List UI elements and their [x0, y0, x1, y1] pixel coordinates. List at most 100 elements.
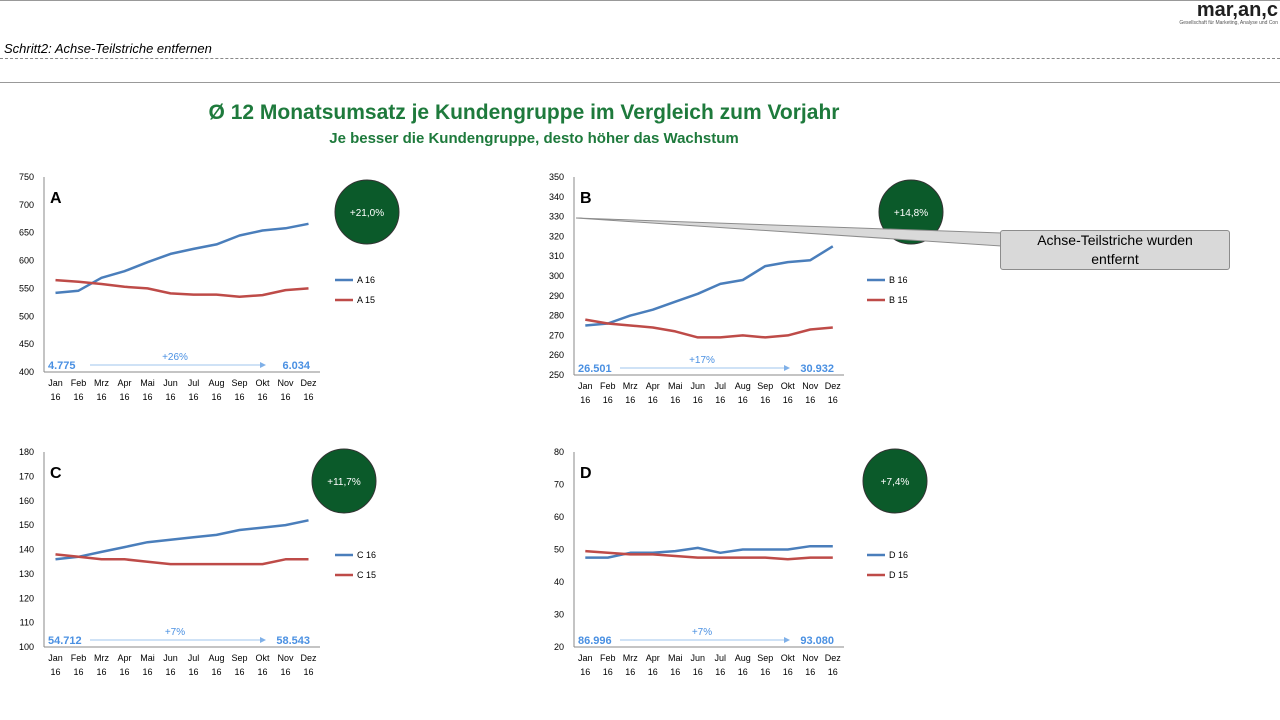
y-tick-label: 180: [19, 447, 34, 457]
x-tick-label: 16: [50, 392, 60, 402]
series-line-c-15: [55, 553, 309, 566]
x-tick-label: Aug: [735, 653, 751, 663]
y-tick-label: 450: [19, 339, 34, 349]
x-tick-label: Jun: [163, 653, 178, 663]
x-tick-label: 16: [165, 667, 175, 677]
y-tick-label: 250: [549, 370, 564, 380]
annotation-arrowhead: [784, 365, 790, 371]
x-tick-label: Jun: [690, 381, 705, 391]
y-tick-label: 320: [549, 231, 564, 241]
y-tick-label: 150: [19, 520, 34, 530]
series-line-b-16: [585, 245, 834, 327]
x-tick-label: Dez: [825, 381, 842, 391]
callout-line-1: Achse-Teilstriche wurden: [1037, 232, 1193, 248]
y-tick-label: 280: [549, 311, 564, 321]
x-tick-label: 16: [303, 392, 313, 402]
y-tick-label: 20: [554, 642, 564, 652]
y-tick-label: 310: [549, 251, 564, 261]
x-tick-label: 16: [211, 392, 221, 402]
annotation-arrowhead: [784, 637, 790, 643]
top-border: [0, 0, 1280, 1]
series-line-b-15: [585, 318, 833, 339]
slide-subtitle: Je besser die Kundengruppe, desto höher …: [329, 130, 739, 147]
chart-svg: 100 110 120 130 140 150 160 170 180 Jan 16 Feb 16 Mrz…: [19, 447, 377, 677]
x-tick-label: 16: [142, 667, 152, 677]
y-tick-label: 750: [19, 172, 34, 182]
y-tick-label: 100: [19, 642, 34, 652]
series-line-c-16: [55, 519, 309, 561]
x-tick-label: 16: [234, 667, 244, 677]
growth-value: +14,8%: [894, 208, 928, 219]
x-tick-label: 16: [783, 395, 793, 405]
x-tick-label: Sep: [757, 381, 773, 391]
x-tick-label: Mai: [668, 381, 683, 391]
y-tick-label: 140: [19, 545, 34, 555]
y-tick-label: 550: [19, 283, 34, 293]
y-tick-label: 50: [554, 545, 564, 555]
annotation-end-value: 6.034: [282, 360, 310, 372]
x-tick-label: Okt: [781, 381, 796, 391]
x-tick-label: 16: [805, 667, 815, 677]
x-tick-label: 16: [96, 392, 106, 402]
logo-subtitle: Gesellschaft für Marketing, Analyse und …: [1179, 20, 1278, 26]
solid-divider: [0, 82, 1280, 83]
y-tick-label: 80: [554, 447, 564, 457]
y-tick-label: 110: [20, 618, 34, 628]
group-label: B: [580, 190, 592, 207]
x-tick-label: Feb: [600, 653, 616, 663]
y-tick-label: 170: [19, 471, 34, 481]
x-tick-label: Sep: [231, 378, 247, 388]
annotation-end-value: 30.932: [800, 363, 834, 375]
growth-bubble: [862, 448, 928, 514]
annotation-start-value: 26.501: [578, 363, 612, 375]
annotation-arrowhead: [260, 637, 266, 643]
x-tick-label: 16: [805, 395, 815, 405]
x-tick-label: Aug: [208, 653, 224, 663]
x-tick-label: 16: [119, 392, 129, 402]
annotation-start-value: 4.775: [48, 360, 76, 372]
x-tick-label: Nov: [802, 653, 819, 663]
x-tick-label: 16: [211, 667, 221, 677]
annotation-growth-pct: +26%: [162, 352, 188, 363]
y-tick-label: 340: [549, 192, 564, 202]
x-tick-label: Nov: [802, 381, 819, 391]
growth-value: +7,4%: [881, 477, 910, 488]
growth-value: +21,0%: [350, 208, 384, 219]
y-tick-label: 500: [19, 311, 34, 321]
callout-box: Achse-Teilstriche wurden entfernt: [1000, 230, 1230, 270]
series-line-a-15: [55, 278, 309, 299]
x-tick-label: 16: [625, 667, 635, 677]
series-line-a-16: [55, 222, 309, 295]
x-tick-label: 16: [693, 667, 703, 677]
chart-c: 100 110 120 130 140 150 160 170 180 Jan 16 Feb 16 Mrz…: [0, 440, 620, 680]
x-tick-label: 16: [715, 395, 725, 405]
y-tick-label: 400: [19, 367, 34, 377]
chart-svg: 20 30 40 50 60 70 80 Jan 16 Feb 16 Mrz 16 Apr 16 Mai 16 J…: [554, 447, 928, 677]
legend-label: B 15: [889, 295, 908, 305]
x-tick-label: 16: [96, 667, 106, 677]
x-tick-label: Jul: [714, 381, 726, 391]
growth-bubble: [311, 448, 377, 514]
x-tick-label: Mrz: [623, 381, 638, 391]
x-tick-label: Jan: [48, 653, 63, 663]
annotation-end-value: 93.080: [800, 635, 834, 647]
x-tick-label: 16: [50, 667, 60, 677]
legend-label: A 16: [357, 275, 375, 285]
annotation-start-value: 54.712: [48, 635, 82, 647]
x-tick-label: 16: [119, 667, 129, 677]
x-tick-label: Jun: [163, 378, 178, 388]
y-tick-label: 260: [549, 350, 564, 360]
chart-svg: 400 450 500 550 600 650 700 750 Jan 16 Feb 16 Mrz 16 A…: [19, 172, 400, 402]
legend-label: B 16: [889, 275, 908, 285]
x-tick-label: 16: [303, 667, 313, 677]
x-tick-label: Mai: [668, 653, 683, 663]
x-tick-label: Mrz: [94, 653, 109, 663]
dashed-divider: [0, 58, 1280, 59]
x-tick-label: 16: [603, 395, 613, 405]
growth-bubble: [878, 179, 944, 245]
y-tick-label: 300: [549, 271, 564, 281]
x-tick-label: Feb: [71, 378, 87, 388]
x-tick-label: Mrz: [94, 378, 109, 388]
y-tick-label: 290: [549, 291, 564, 301]
